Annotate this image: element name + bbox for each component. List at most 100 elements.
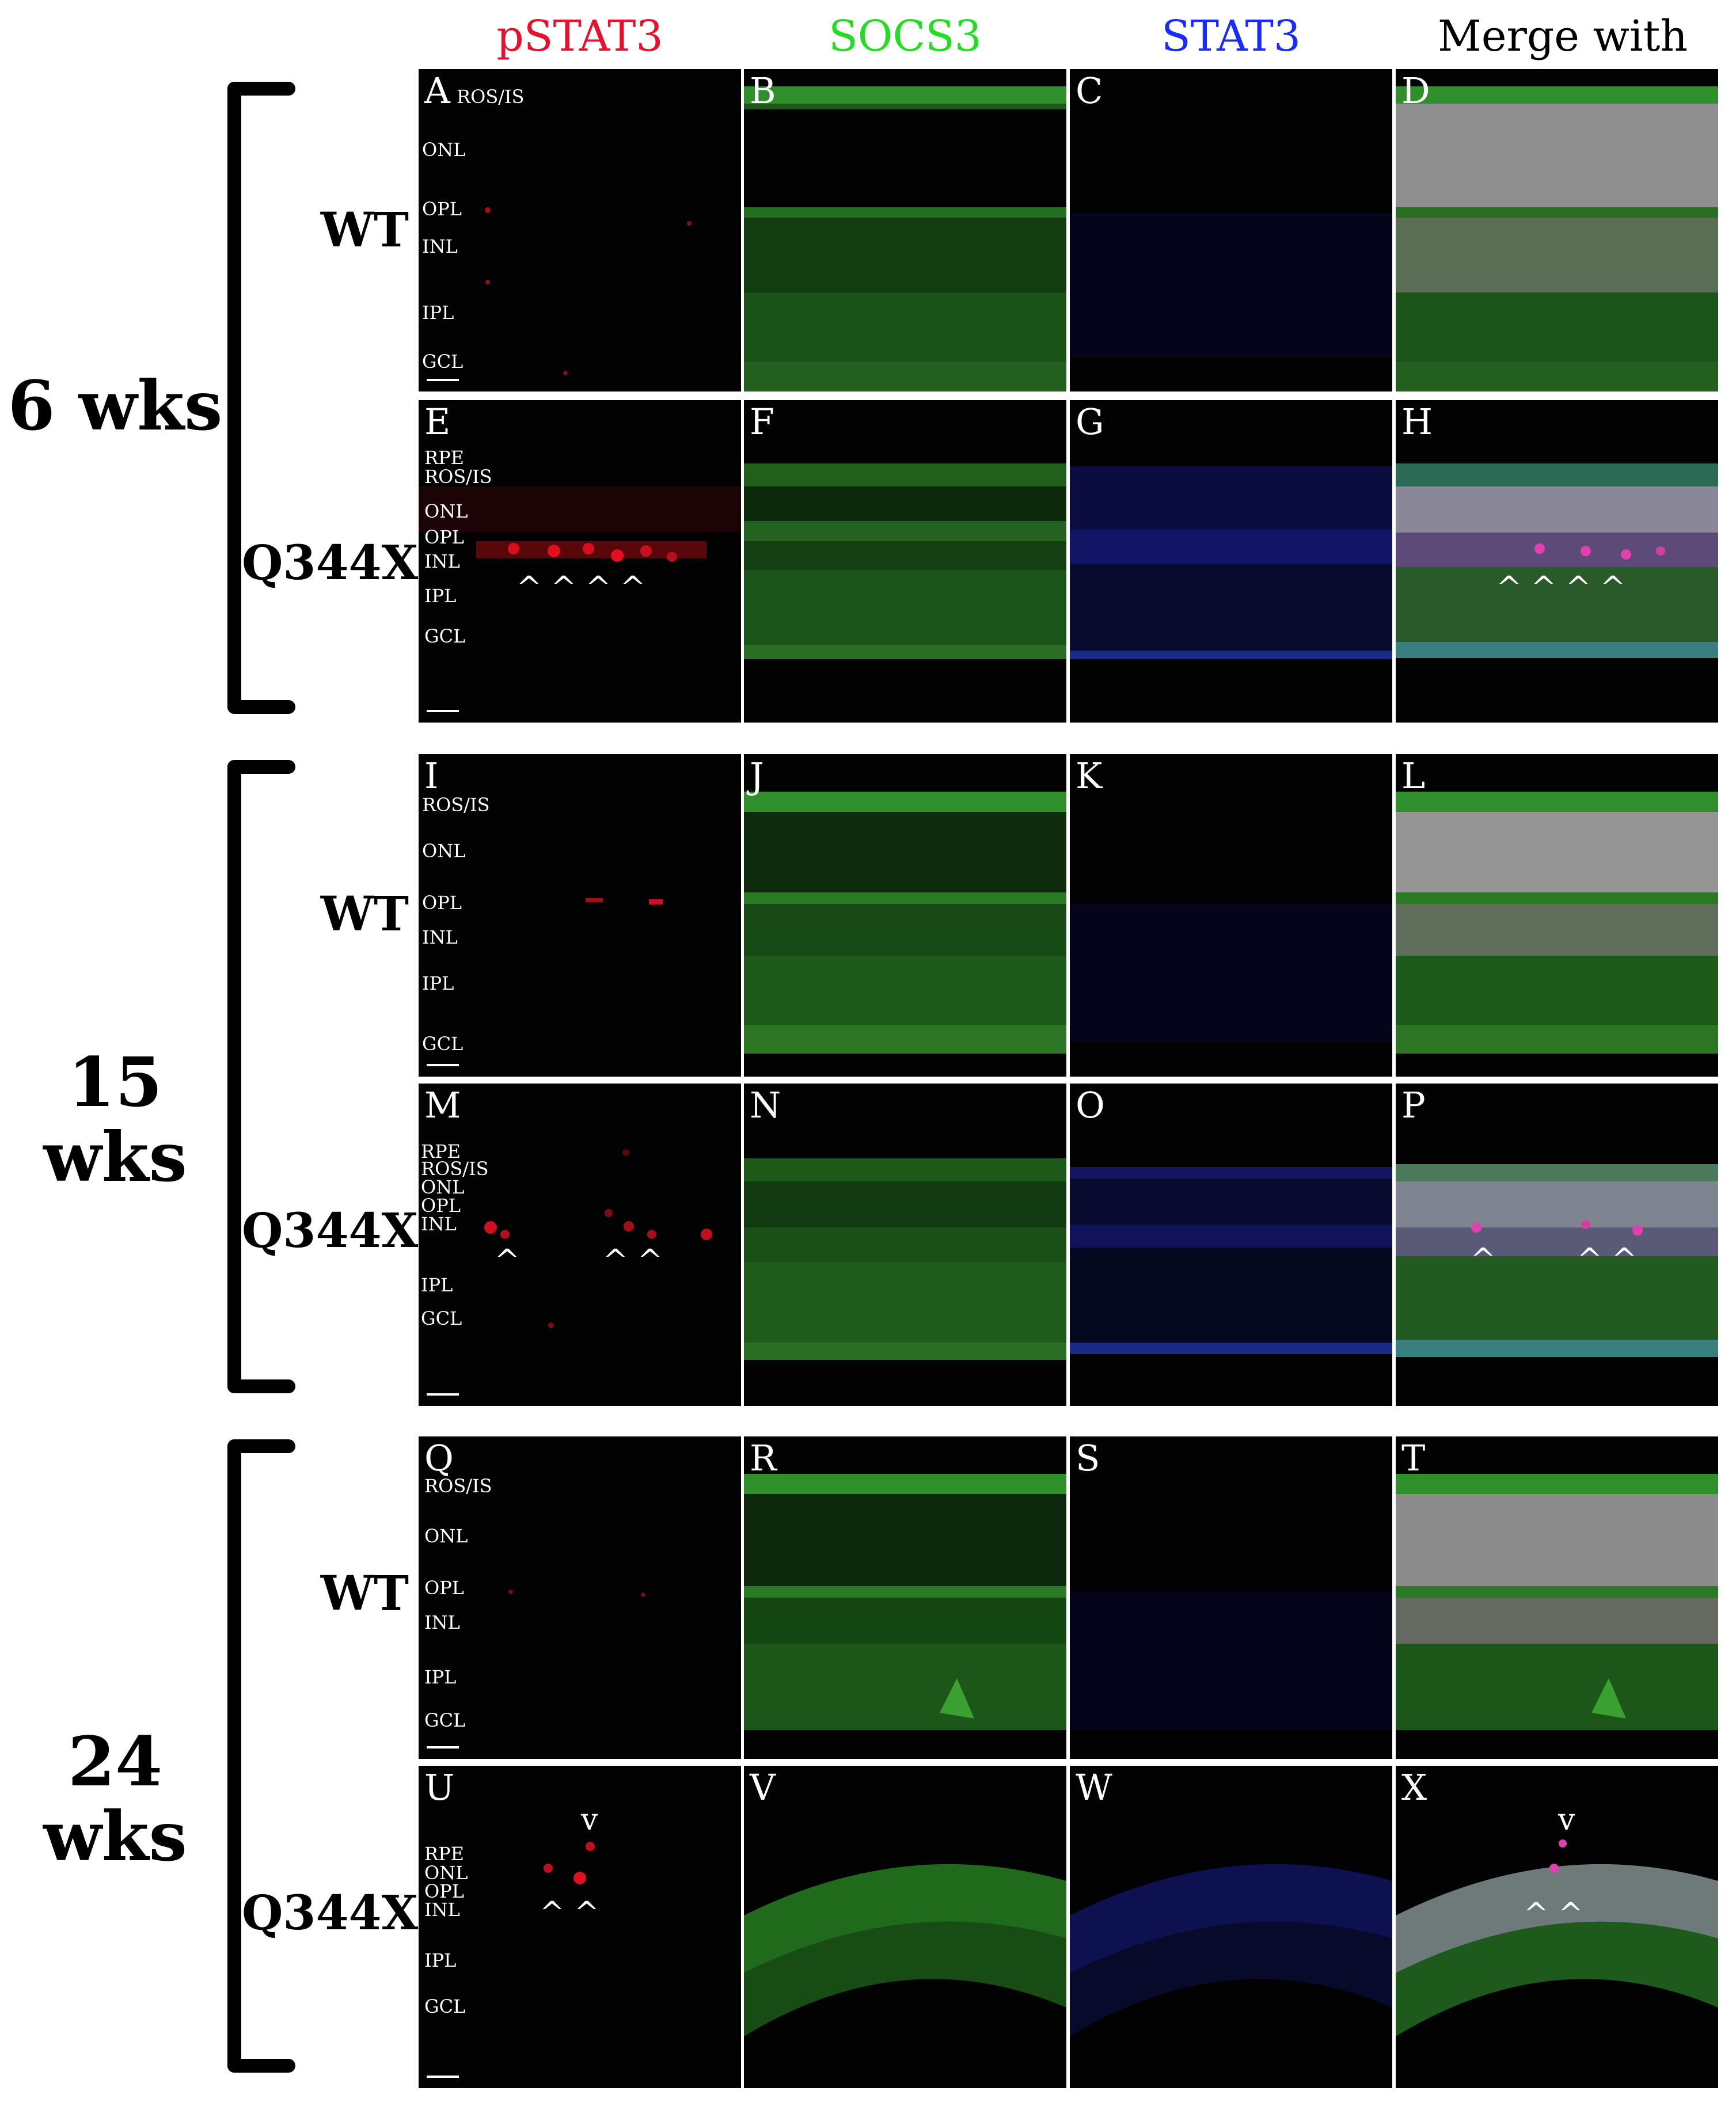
layer-label: INL [424, 1899, 460, 1921]
arrowheads: ^ ^ [540, 1896, 599, 1930]
column-header-stat3: STAT3 [1161, 12, 1301, 61]
layer-label: RPE [424, 1843, 464, 1865]
timepoint-label-15wks: 15 wks [43, 1042, 187, 1197]
panel-J: J [744, 754, 1066, 1077]
layer-label: OPL [424, 526, 465, 548]
layer-label: GCL [424, 625, 466, 647]
scale-bar [427, 710, 459, 712]
arrowheads: ^ ^ ^ ^ [1496, 571, 1625, 605]
arrowheads: ^ ^ ^ ^ [516, 571, 645, 605]
panel-letter: A [424, 70, 450, 112]
layer-label: ONL [422, 139, 466, 161]
scale-bar [427, 1746, 459, 1749]
layer-label: OPL [424, 1577, 465, 1599]
layer-label: IPL [422, 972, 454, 994]
layer-label: GCL [424, 1995, 466, 2017]
layer-label: OPL [421, 1195, 461, 1217]
layer-label: IPL [424, 1949, 457, 1971]
timepoint-label-24wks: 24 wks [43, 1721, 187, 1876]
panel-M: M RPE ROS/IS ONL OPL INL IPL GCL ^ ^ ^ [419, 1084, 741, 1406]
panel-Q: Q ROS/IS ONL OPL INL IPL GCL [419, 1436, 741, 1759]
panel-letter: I [424, 755, 439, 797]
panel-letter: M [424, 1084, 461, 1126]
layer-label: OPL [424, 1880, 465, 1902]
layer-label: ROS/IS [422, 794, 490, 816]
arrowheads: ^ ^ [1524, 1897, 1583, 1932]
scale-bar [427, 379, 459, 381]
panel-O: O [1070, 1084, 1392, 1406]
layer-label: ONL [421, 1176, 465, 1198]
layer-label: GCL [422, 1033, 464, 1055]
arrowheads: ^ [495, 1244, 520, 1278]
panel-T: T [1396, 1436, 1718, 1759]
layer-label: IPL [421, 1274, 453, 1296]
timepoint-label-6wks: 6 wks [7, 366, 223, 446]
layer-label: ONL [424, 500, 468, 522]
scale-bar [427, 2076, 459, 2078]
panel-C: C [1070, 69, 1392, 391]
panel-letter: J [750, 755, 764, 797]
arrowheads: v [581, 1803, 598, 1837]
panel-W: W [1070, 1766, 1392, 2088]
arrowheads: ^ ^ [1577, 1242, 1637, 1277]
layer-label: IPL [424, 1666, 457, 1688]
genotype-label-row5: WT [320, 1566, 409, 1621]
panel-letter: X [1401, 1766, 1427, 1808]
layer-label: ROS/IS [424, 466, 492, 488]
layer-label: GCL [422, 351, 464, 372]
layer-label: INL [422, 235, 458, 257]
panel-letter: U [424, 1766, 455, 1808]
layer-label: ONL [424, 1525, 468, 1547]
panel-letter: W [1076, 1766, 1112, 1808]
panel-letter: L [1401, 755, 1426, 797]
panel-N: N [744, 1084, 1066, 1406]
panel-A: A ROS/IS ONL OPL INL IPL GCL [419, 69, 741, 391]
arrowheads: v [1558, 1803, 1575, 1837]
panel-F: F [744, 400, 1066, 723]
panel-K: K [1070, 754, 1392, 1077]
layer-label: INL [422, 926, 458, 948]
arrowheads: ^ [1471, 1242, 1496, 1277]
panel-letter: T [1401, 1437, 1426, 1479]
layer-label: OPL [422, 198, 462, 220]
panel-letter: G [1076, 401, 1104, 443]
column-header-socs3: SOCS3 [829, 12, 982, 61]
panel-letter: N [750, 1084, 781, 1126]
scale-bar [427, 1393, 459, 1396]
arrowheads: ^ ^ [603, 1244, 663, 1278]
panel-V: V [744, 1766, 1066, 2088]
panel-letter: F [750, 401, 775, 443]
genotype-label-row1: WT [320, 203, 409, 258]
layer-label: INL [424, 550, 460, 572]
layer-label: GCL [421, 1307, 462, 1329]
layer-label: RPE [424, 447, 464, 469]
panel-I: I ROS/IS ONL OPL INL IPL GCL [419, 754, 741, 1077]
panel-letter: E [424, 401, 451, 443]
bracket-24wks [227, 1439, 295, 2073]
layer-label: RPE [421, 1141, 461, 1162]
layer-label: ROS/IS [421, 1158, 489, 1180]
panel-letter: C [1076, 70, 1103, 112]
layer-label: INL [424, 1611, 460, 1633]
panel-letter: S [1076, 1437, 1100, 1479]
panel-X: X v ^ ^ [1396, 1766, 1718, 2088]
layer-label: ONL [422, 840, 466, 862]
panel-letter: O [1076, 1084, 1105, 1126]
panel-letter: R [750, 1437, 777, 1479]
panel-D: D [1396, 69, 1718, 391]
panel-letter: H [1401, 401, 1433, 443]
panel-S: S [1070, 1436, 1392, 1759]
bracket-6wks [227, 82, 295, 714]
layer-label: INL [421, 1213, 457, 1235]
layer-label: ROS/IS [457, 86, 525, 108]
panel-G: G [1070, 400, 1392, 723]
genotype-label-row4: Q344X [242, 1203, 419, 1259]
layer-label: ROS/IS [424, 1475, 492, 1497]
layer-label: ONL [424, 1862, 468, 1884]
column-header-pstat3: pSTAT3 [496, 12, 663, 61]
panel-P: P ^ ^ ^ [1396, 1084, 1718, 1406]
scale-bar [427, 1064, 459, 1066]
panel-letter: B [750, 70, 776, 112]
layer-label: GCL [424, 1709, 466, 1731]
panel-U: U RPE ONL OPL INL IPL GCL v ^ ^ [419, 1766, 741, 2088]
